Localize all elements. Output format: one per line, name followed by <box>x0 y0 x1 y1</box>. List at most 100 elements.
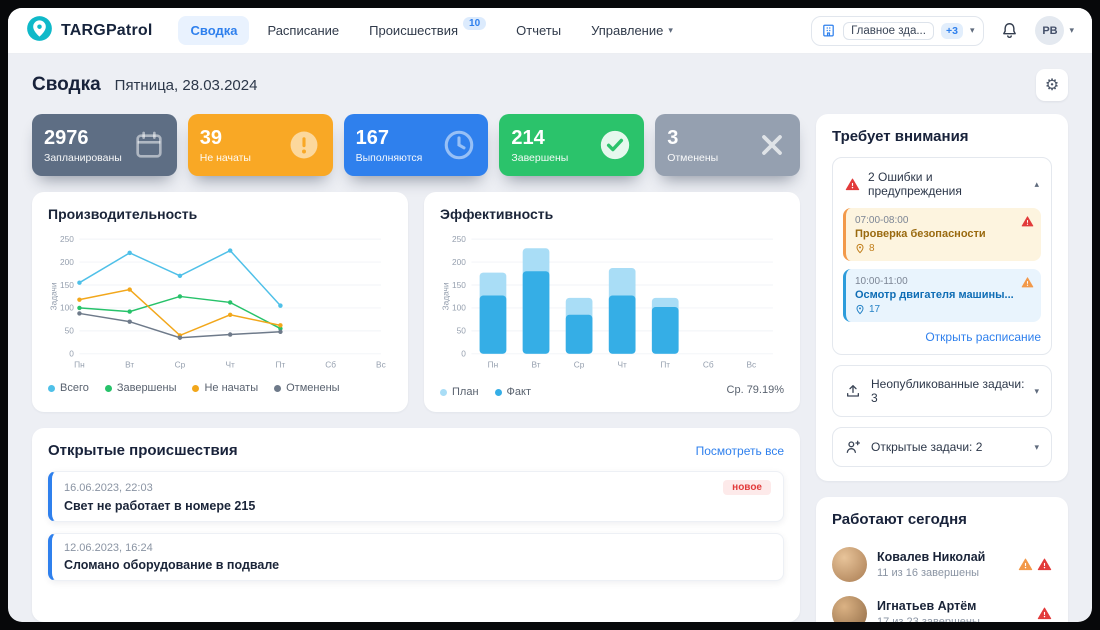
legend-item: Не начаты <box>192 382 258 394</box>
svg-text:Сб: Сб <box>325 360 336 370</box>
stat-card[interactable]: 167 Выполняются <box>343 114 489 176</box>
legend-label: Отменены <box>286 382 340 394</box>
alert-item[interactable]: 10:00-11:00 Осмотр двигателя машины... 17 <box>843 269 1041 322</box>
svg-text:Чт: Чт <box>617 360 627 370</box>
svg-text:Пн: Пн <box>488 360 499 370</box>
svg-text:0: 0 <box>69 349 74 359</box>
incident-date: 12.06.2023, 16:24 <box>64 542 153 554</box>
people-list: Ковалев Николай 11 из 16 завершены Игнатье… <box>832 540 1052 622</box>
chevron-down-icon: ▾ <box>1069 25 1074 36</box>
nav-item-3[interactable]: Отчеты <box>504 16 573 45</box>
app-window: TARGPatrol Сводка Расписание Происшествия 1… <box>8 8 1092 622</box>
working-today-title: Работают сегодня <box>832 511 967 528</box>
side-column: Требует внимания 2 Ошибки и предупрежден… <box>816 114 1068 622</box>
brand[interactable]: TARGPatrol <box>26 15 152 47</box>
x-icon <box>756 129 788 161</box>
svg-text:200: 200 <box>60 257 74 267</box>
stat-card[interactable]: 3 Отменены <box>655 114 800 176</box>
attention-panel: Требует внимания 2 Ошибки и предупрежден… <box>816 114 1068 481</box>
person-progress: 11 из 16 завершены <box>877 567 980 579</box>
svg-text:Пн: Пн <box>74 360 85 370</box>
alert-item[interactable]: 07:00-08:00 Проверка безопасности 8 <box>843 208 1041 261</box>
stat-value: 2976 <box>44 126 89 149</box>
stat-value: 3 <box>667 126 679 149</box>
nav-item-1[interactable]: Расписание <box>255 16 351 45</box>
chevron-down-icon: ▾ <box>1034 385 1039 396</box>
stat-card[interactable]: 214 Завершены <box>499 114 645 176</box>
alerts-header-label: 2 Ошибки и предупреждения <box>868 170 962 198</box>
svg-text:100: 100 <box>60 303 74 313</box>
stat-value: 214 <box>511 126 545 149</box>
legend-dot <box>48 384 55 392</box>
stat-label: Запланированы <box>44 151 122 164</box>
person-row[interactable]: Ковалев Николай 11 из 16 завершены <box>832 540 1052 589</box>
collapsed-section-label: Открытые задачи: 2 <box>871 440 983 454</box>
attention-title: Требует внимания <box>832 128 969 145</box>
building-selector[interactable]: Главное зда... +3 ▾ <box>811 15 985 46</box>
brand-name: TARGPatrol <box>61 21 153 39</box>
incident-card[interactable]: 12.06.2023, 16:24 Сломано оборудование в … <box>48 533 784 581</box>
main-nav: Сводка Расписание Происшествия 10 Отчеты Упра… <box>178 16 684 45</box>
alert-list: 07:00-08:00 Проверка безопасности 8 10:00-1… <box>843 208 1041 322</box>
main-column: 2976 Запланированы 39 Не начаты 167 Выполняют… <box>32 114 800 622</box>
legend-label: Завершены <box>116 382 177 394</box>
person-name: Игнатьев Артём <box>877 599 977 613</box>
navbar: TARGPatrol Сводка Расписание Происшествия 1… <box>8 8 1092 54</box>
svg-text:200: 200 <box>452 257 466 267</box>
alert-time: 10:00-11:00 <box>855 276 908 287</box>
page-title: Сводка <box>32 74 101 95</box>
stat-info: 167 Выполняются <box>356 127 423 164</box>
legend-label: Не начаты <box>204 382 259 394</box>
warning-icon <box>1018 557 1033 572</box>
svg-text:250: 250 <box>60 234 74 244</box>
svg-text:150: 150 <box>60 280 74 290</box>
chart-legend: План Факт <box>440 386 531 398</box>
stat-info: 214 Завершены <box>511 127 568 164</box>
legend-dot <box>104 384 112 392</box>
svg-text:Ср: Ср <box>175 360 186 370</box>
alerts-box: 2 Ошибки и предупреждения ▴ 07:00-08:00 П… <box>832 157 1052 355</box>
alert-title: Осмотр двигателя машины... <box>855 289 1014 301</box>
average-label: Ср. 79.19% <box>726 384 784 396</box>
notifications-button[interactable] <box>998 19 1021 42</box>
svg-text:250: 250 <box>452 234 466 244</box>
nav-item-label: Отчеты <box>516 23 562 38</box>
svg-text:Сб: Сб <box>703 360 714 370</box>
collapsed-section[interactable]: Неопубликованные задачи: 3 ▾ <box>832 365 1052 417</box>
svg-text:Пт: Пт <box>276 360 286 370</box>
warning-icon <box>1037 557 1052 572</box>
alert-location: 8 <box>855 243 1017 254</box>
legend-item: Завершены <box>104 382 177 394</box>
working-today-panel: Работают сегодня Ковалев Николай 11 из 16… <box>816 497 1068 622</box>
location-pin-icon <box>855 304 865 315</box>
check-circle-icon <box>598 128 632 162</box>
user-menu[interactable]: РВ ▾ <box>1035 16 1074 45</box>
nav-item-4[interactable]: Управление ▾ <box>579 16 685 45</box>
person-warnings <box>1018 557 1052 572</box>
legend-item: Всего <box>48 382 89 394</box>
incident-card[interactable]: 16.06.2023, 22:03 новое Свет не работает в… <box>48 471 784 522</box>
legend-label: Всего <box>60 382 89 394</box>
settings-button[interactable]: ⚙ <box>1036 69 1068 101</box>
open-schedule-link[interactable]: Открыть расписание <box>925 330 1041 344</box>
upload-icon <box>845 383 861 399</box>
alerts-toggle[interactable]: 2 Ошибки и предупреждения ▴ <box>843 168 1041 208</box>
collapsed-section[interactable]: Открытые задачи: 2 ▾ <box>832 427 1052 467</box>
stat-label: Завершены <box>511 151 569 164</box>
stat-card[interactable]: 39 Не начаты <box>187 114 333 176</box>
svg-text:Чт: Чт <box>225 360 235 370</box>
nav-item-2[interactable]: Происшествия 10 <box>357 16 498 45</box>
legend-dot <box>192 384 200 392</box>
incident-title: Сломано оборудование в подвале <box>64 558 280 572</box>
user-icon <box>845 439 861 455</box>
stat-card[interactable]: 2976 Запланированы <box>32 114 177 176</box>
legend-label: Факт <box>506 386 531 398</box>
svg-text:Ср: Ср <box>574 360 585 370</box>
svg-text:Вт: Вт <box>125 360 134 370</box>
view-all-link[interactable]: Посмотреть все <box>695 443 784 458</box>
person-info: Игнатьев Артём 17 из 23 завершены <box>877 599 1027 622</box>
nav-item-0[interactable]: Сводка <box>178 16 250 45</box>
svg-text:Пт: Пт <box>660 360 670 370</box>
person-row[interactable]: Игнатьев Артём 17 из 23 завершены <box>832 589 1052 622</box>
avatar <box>832 596 867 622</box>
